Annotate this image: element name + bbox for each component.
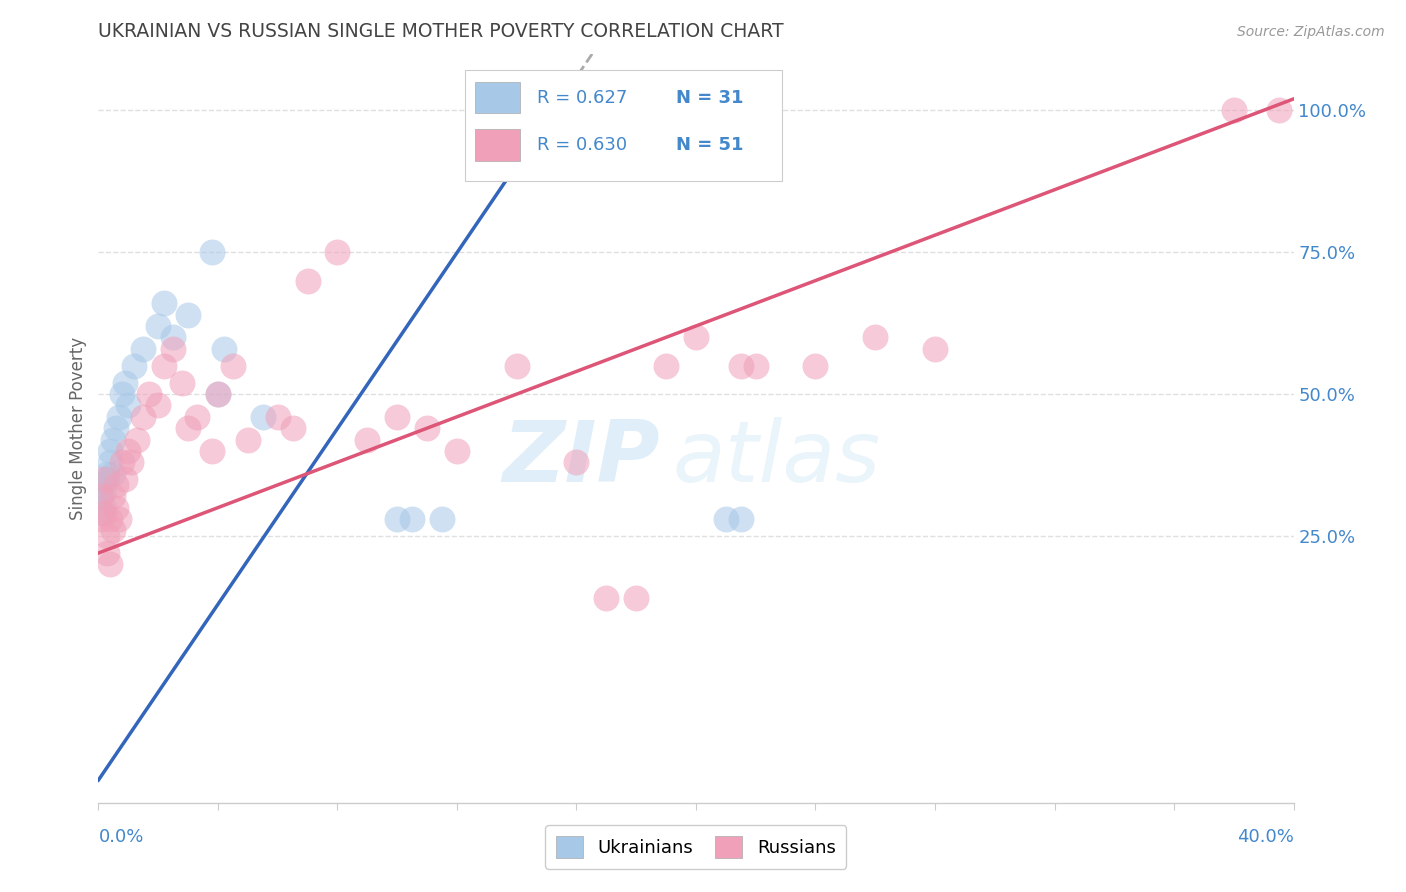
Point <box>177 308 200 322</box>
Point <box>93 483 115 498</box>
Point <box>222 359 245 373</box>
Legend: Ukrainians, Russians: Ukrainians, Russians <box>546 825 846 869</box>
Point <box>132 342 155 356</box>
Text: R = 0.627: R = 0.627 <box>537 88 627 107</box>
FancyBboxPatch shape <box>475 82 520 113</box>
Point <box>108 512 131 526</box>
Point <box>93 472 115 486</box>
Point <box>201 245 224 260</box>
Point <box>153 359 176 373</box>
Point <box>745 359 768 373</box>
Point <box>98 443 122 458</box>
Y-axis label: Single Mother Poverty: Single Mother Poverty <box>69 336 87 520</box>
Point <box>201 443 224 458</box>
Point <box>1223 103 1246 118</box>
Point <box>103 467 125 481</box>
Point <box>98 455 122 469</box>
Text: N = 51: N = 51 <box>676 136 744 154</box>
Point <box>90 512 112 526</box>
Point <box>212 342 235 356</box>
Point <box>96 529 118 543</box>
Point <box>865 330 887 344</box>
Text: 40.0%: 40.0% <box>1237 828 1294 846</box>
Point <box>96 467 118 481</box>
Point <box>117 399 139 413</box>
Text: 0.0%: 0.0% <box>98 828 143 846</box>
Point <box>96 472 118 486</box>
Text: N = 31: N = 31 <box>676 88 744 107</box>
Point <box>103 524 125 538</box>
Point <box>236 433 259 447</box>
Point <box>90 489 112 503</box>
Text: R = 0.630: R = 0.630 <box>537 136 627 154</box>
FancyBboxPatch shape <box>475 129 520 161</box>
Point <box>153 296 176 310</box>
Point <box>111 387 134 401</box>
Point <box>103 433 125 447</box>
Point <box>1267 103 1289 118</box>
Point <box>730 359 752 373</box>
Point <box>730 512 752 526</box>
Point <box>96 546 118 560</box>
Point <box>416 421 439 435</box>
Point <box>401 512 423 526</box>
Point <box>98 558 122 572</box>
Point <box>252 409 274 424</box>
Point <box>105 500 128 515</box>
Point <box>148 318 170 333</box>
Point <box>430 512 453 526</box>
Point <box>162 342 184 356</box>
Point <box>90 506 112 520</box>
Text: atlas: atlas <box>672 417 880 500</box>
Point <box>93 500 115 515</box>
Point <box>172 376 194 390</box>
Point <box>93 506 115 520</box>
Point <box>297 274 319 288</box>
Point <box>114 472 136 486</box>
Point <box>108 409 131 424</box>
Point <box>114 376 136 390</box>
Text: UKRAINIAN VS RUSSIAN SINGLE MOTHER POVERTY CORRELATION CHART: UKRAINIAN VS RUSSIAN SINGLE MOTHER POVER… <box>98 21 785 41</box>
Point <box>326 245 349 260</box>
Point <box>132 409 155 424</box>
Point <box>714 512 737 526</box>
Point <box>207 387 229 401</box>
Point <box>105 478 128 492</box>
Point <box>924 342 946 356</box>
Point <box>595 591 617 606</box>
Point <box>138 387 160 401</box>
Point <box>804 359 827 373</box>
Text: Source: ZipAtlas.com: Source: ZipAtlas.com <box>1237 25 1385 39</box>
Point <box>267 409 290 424</box>
Point <box>565 455 588 469</box>
Point <box>446 443 468 458</box>
Point <box>207 387 229 401</box>
Point <box>103 489 125 503</box>
Point <box>90 478 112 492</box>
Point <box>385 512 409 526</box>
Point <box>162 330 184 344</box>
Point <box>148 399 170 413</box>
Point <box>281 421 304 435</box>
Point <box>105 421 128 435</box>
Point <box>98 512 122 526</box>
Point <box>111 455 134 469</box>
Point <box>186 409 208 424</box>
Point <box>685 330 707 344</box>
Point <box>626 591 648 606</box>
Text: ZIP: ZIP <box>502 417 661 500</box>
Point <box>356 433 378 447</box>
Point <box>117 443 139 458</box>
Point <box>120 455 142 469</box>
Point <box>385 409 409 424</box>
Point <box>655 359 678 373</box>
FancyBboxPatch shape <box>465 70 782 181</box>
Point <box>177 421 200 435</box>
Point <box>506 359 529 373</box>
Point <box>90 489 112 503</box>
Point <box>127 433 149 447</box>
Point <box>124 359 146 373</box>
